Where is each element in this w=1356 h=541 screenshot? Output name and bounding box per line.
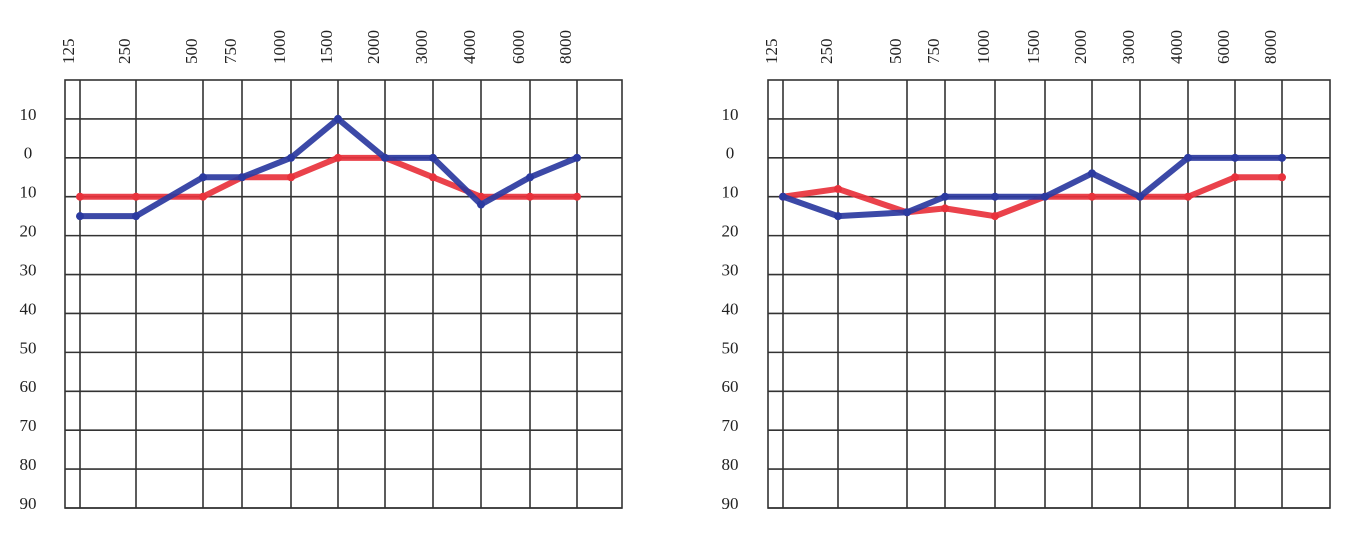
x-tick-label: 8000 — [556, 30, 575, 64]
y-tick-label: 80 — [20, 455, 37, 474]
point — [76, 212, 84, 221]
point — [238, 173, 246, 182]
y-tick-label: 10 — [722, 183, 739, 202]
y-tick-label: 40 — [722, 299, 739, 318]
x-tick-label: 2000 — [364, 30, 383, 64]
x-tick-label: 6000 — [1214, 30, 1233, 64]
point — [76, 192, 84, 201]
x-tick-label: 125 — [762, 39, 781, 65]
hearing-line — [77, 115, 580, 220]
point — [429, 173, 437, 182]
y-tick-label: 70 — [722, 416, 739, 435]
point — [1231, 173, 1239, 182]
x-tick-label: 3000 — [412, 30, 431, 64]
point — [834, 184, 842, 193]
y-tick-label: 20 — [722, 222, 739, 241]
point — [903, 208, 911, 217]
point — [941, 204, 949, 213]
y-tick-label: 0 — [24, 144, 33, 163]
point — [334, 114, 342, 123]
point — [199, 192, 207, 201]
y-tick-label: 30 — [20, 260, 37, 279]
x-tick-label: 750 — [221, 39, 240, 65]
x-tick-label: 500 — [182, 39, 201, 65]
x-tick-label: 1000 — [974, 30, 993, 64]
y-tick-label: 0 — [726, 144, 735, 163]
point — [526, 173, 534, 182]
y-tick-label: 30 — [722, 260, 739, 279]
point — [477, 200, 485, 209]
x-tick-label: 2000 — [1071, 30, 1090, 64]
point — [779, 192, 787, 201]
point — [287, 173, 295, 182]
point — [1184, 192, 1192, 201]
y-tick-label: 80 — [722, 455, 739, 474]
plot-frame — [64, 79, 623, 509]
x-tick-label: 750 — [924, 39, 943, 65]
x-tick-label: 500 — [886, 39, 905, 65]
point — [1278, 173, 1286, 182]
point — [1041, 192, 1049, 201]
point — [991, 212, 999, 221]
plot-frame — [767, 79, 1331, 509]
point — [1088, 192, 1096, 201]
point — [1278, 153, 1286, 162]
x-tick-label: 4000 — [460, 30, 479, 64]
x-tick-label: 1500 — [317, 30, 336, 64]
point — [1136, 192, 1144, 201]
point — [991, 192, 999, 201]
x-tick-label: 8000 — [1261, 30, 1280, 64]
y-tick-label: 90 — [722, 494, 739, 513]
y-tick-label: 20 — [20, 222, 37, 241]
x-tick-label: 3000 — [1119, 30, 1138, 64]
point — [1088, 169, 1096, 178]
point — [1184, 153, 1192, 162]
y-tick-label: 60 — [722, 377, 739, 396]
y-tick-label: 40 — [20, 299, 37, 318]
point — [834, 212, 842, 221]
y-tick-label: 50 — [20, 338, 37, 357]
x-tick-label: 250 — [817, 39, 836, 65]
x-tick-label: 250 — [115, 39, 134, 65]
x-tick-label: 1500 — [1024, 30, 1043, 64]
x-tick-label: 125 — [59, 39, 78, 65]
x-tick-label: 1000 — [270, 30, 289, 64]
point — [573, 192, 581, 201]
point — [429, 153, 437, 162]
x-tick-label: 6000 — [509, 30, 528, 64]
x-tick-label: 4000 — [1167, 30, 1186, 64]
point — [287, 153, 295, 162]
y-tick-label: 60 — [20, 377, 37, 396]
y-tick-label: 70 — [20, 416, 37, 435]
point — [132, 212, 140, 221]
y-tick-label: 90 — [20, 494, 37, 513]
y-tick-label: 10 — [20, 105, 37, 124]
point — [941, 192, 949, 201]
point — [199, 173, 207, 182]
y-tick-label: 10 — [722, 105, 739, 124]
point — [573, 153, 581, 162]
point — [381, 153, 389, 162]
point — [334, 153, 342, 162]
point — [132, 192, 140, 201]
point — [526, 192, 534, 201]
y-tick-label: 50 — [722, 338, 739, 357]
y-tick-label: 10 — [20, 183, 37, 202]
point — [1231, 153, 1239, 162]
